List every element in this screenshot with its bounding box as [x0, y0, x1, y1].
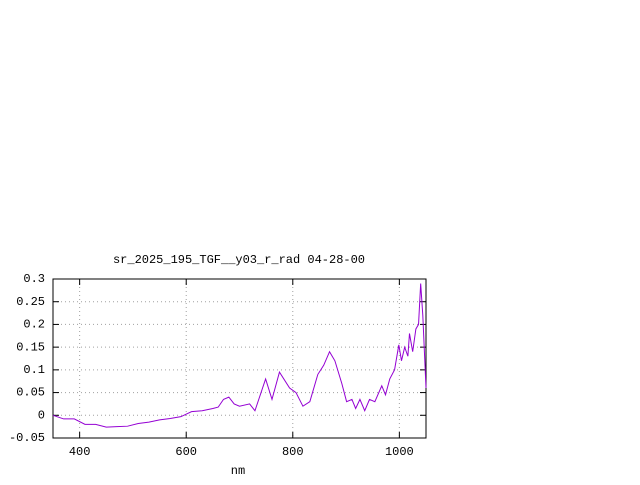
y-tick-label: 0.25	[16, 295, 45, 309]
y-tick-label: 0	[38, 408, 45, 422]
x-tick-label: 800	[282, 445, 304, 459]
y-tick-label: 0.05	[16, 386, 45, 400]
data-line	[52, 283, 427, 428]
y-tick-label: 0.2	[23, 318, 45, 332]
x-tick-label: 1000	[385, 445, 414, 459]
y-tick-label: 0.1	[23, 363, 45, 377]
x-axis-label: nm	[231, 464, 245, 478]
x-tick-label: 400	[69, 445, 91, 459]
plot-border	[52, 278, 427, 439]
chart-title: sr_2025_195_TGF__y03_r_rad 04-28-00	[113, 253, 365, 267]
y-tick-label: 0.15	[16, 340, 45, 354]
x-tick-label: 600	[175, 445, 197, 459]
y-tick-label: 0.3	[23, 272, 45, 286]
y-tick-label: -0.05	[9, 431, 45, 445]
